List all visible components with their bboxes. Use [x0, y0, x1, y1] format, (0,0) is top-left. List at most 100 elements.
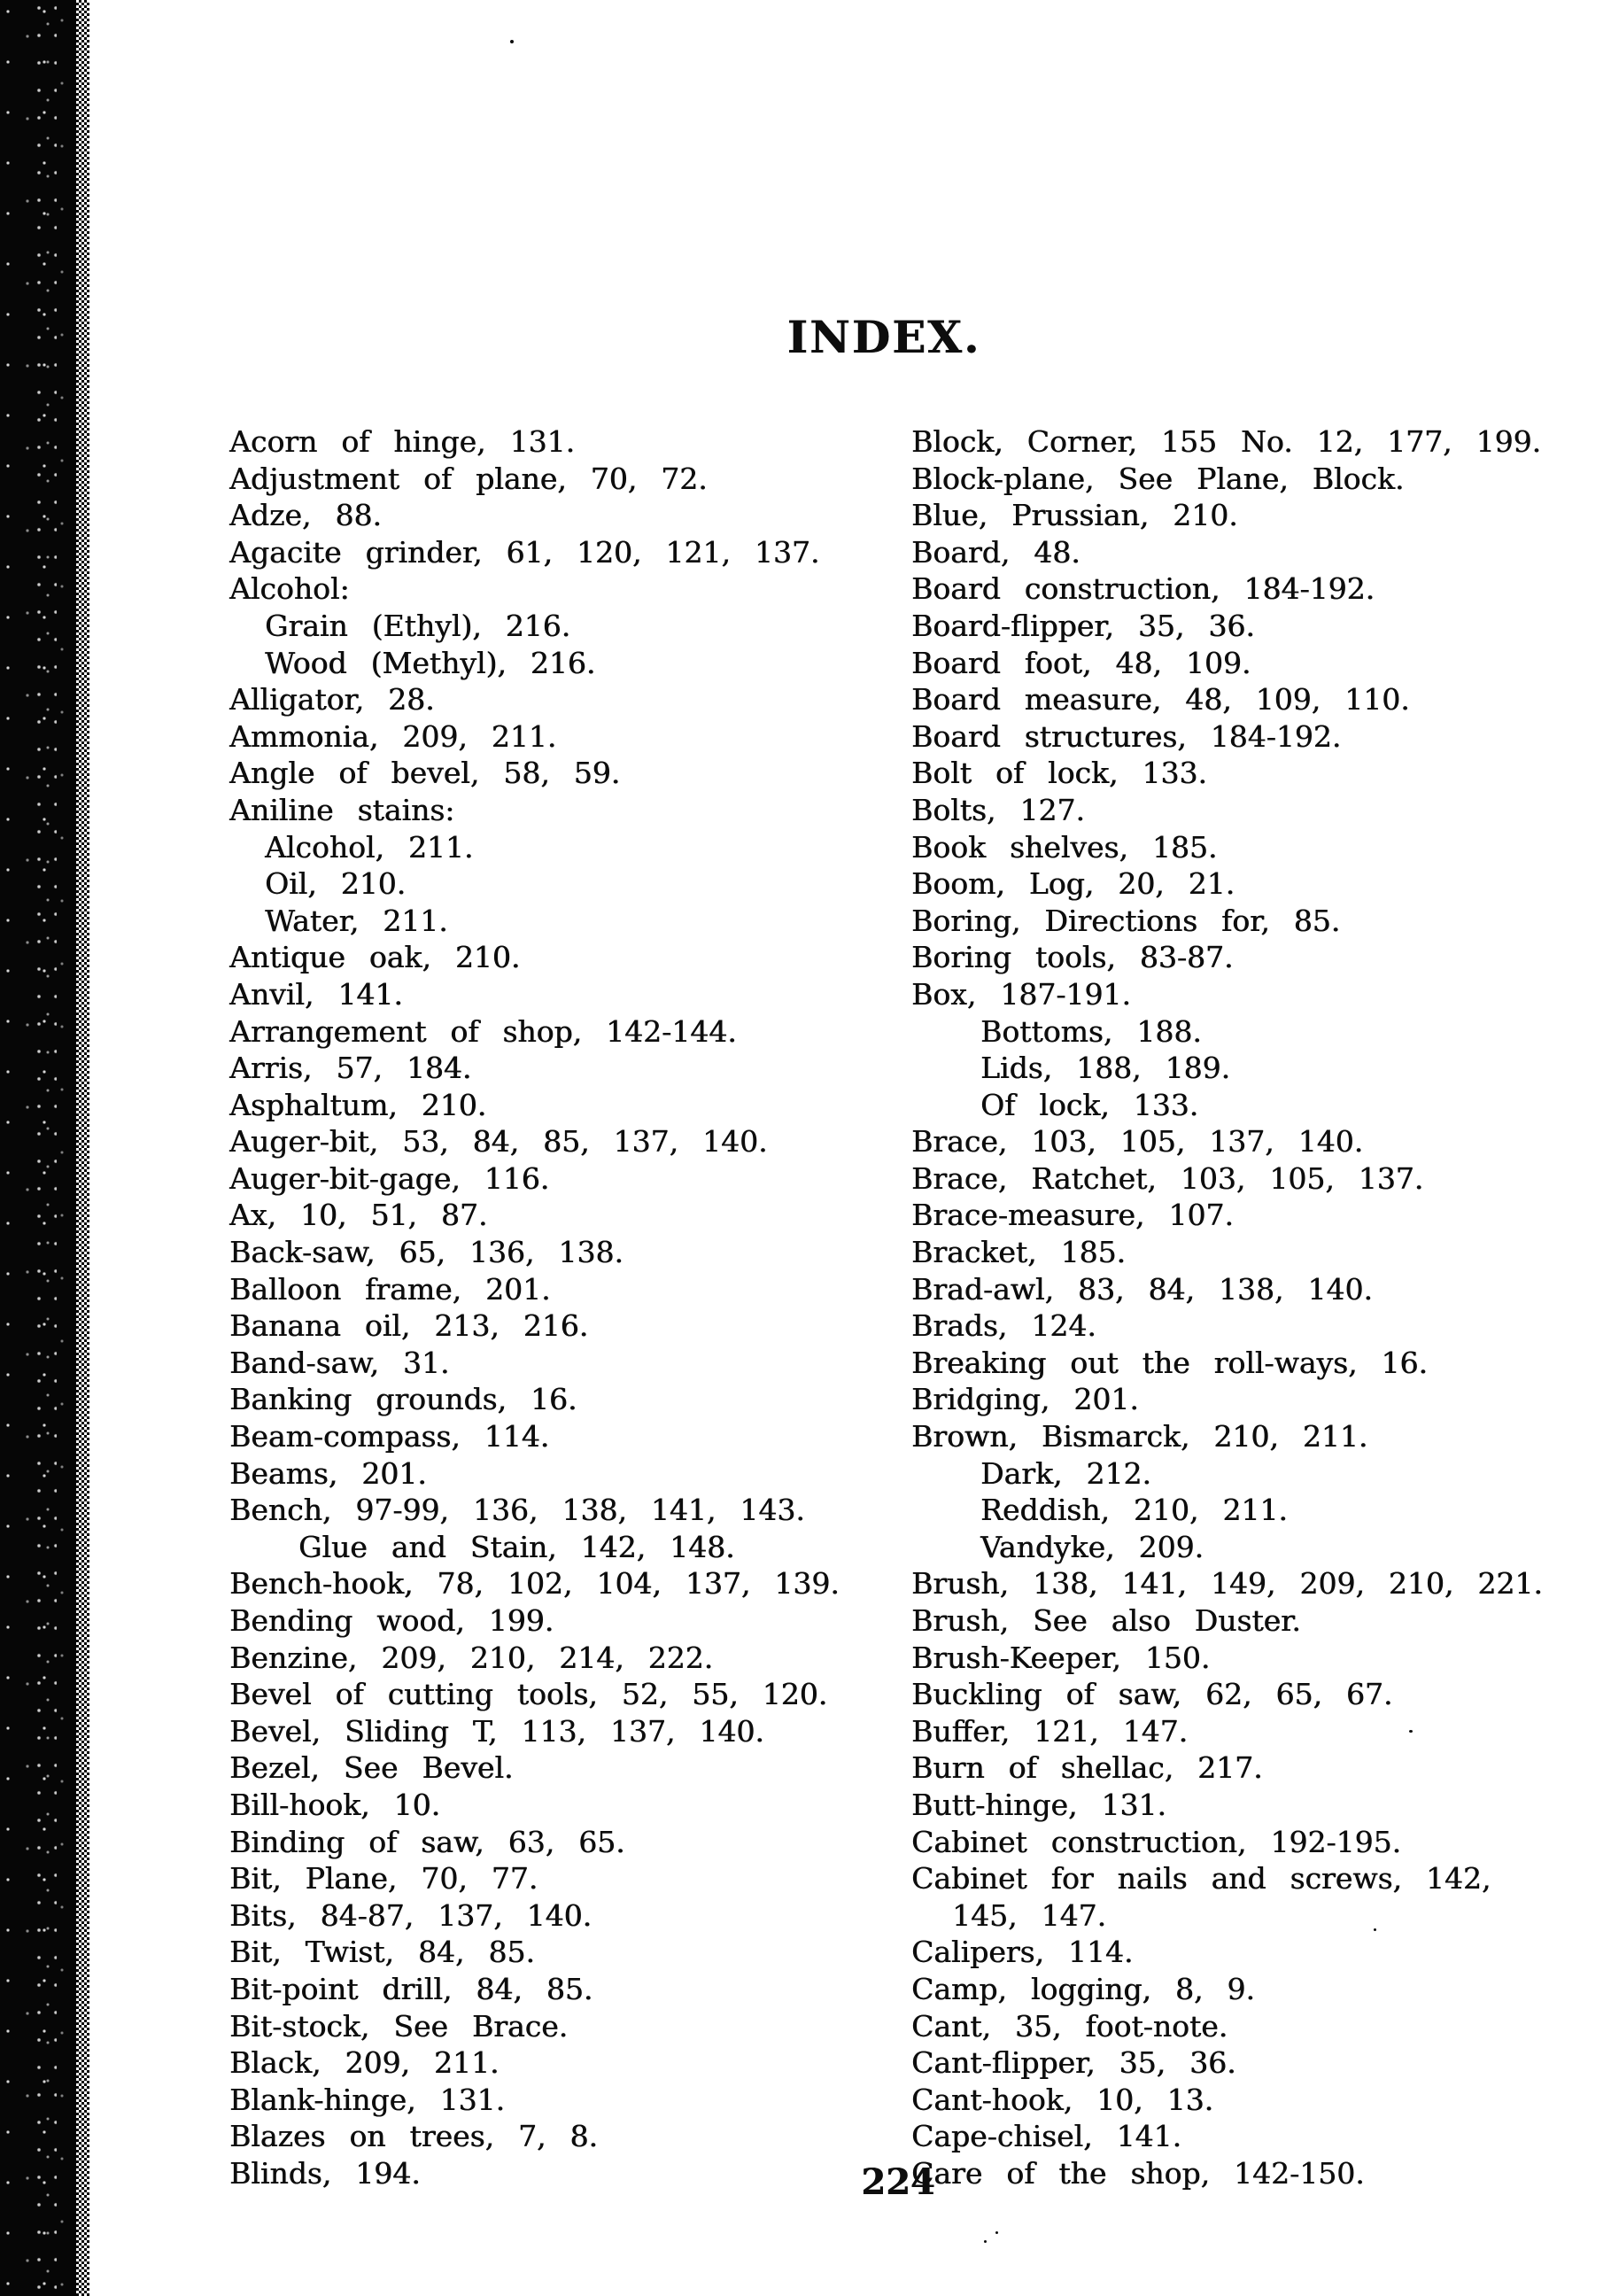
binding-dither-edge [76, 0, 89, 2296]
scan-speck [1409, 1730, 1413, 1733]
index-entry: Bracket, 185. [911, 1235, 1126, 1270]
index-entry: Alcohol, 211. [265, 829, 474, 865]
binding-speckle-streak [34, 0, 57, 2296]
index-entry: Bench-hook, 78, 102, 104, 137, 139. [229, 1566, 840, 1602]
index-entry: Adjustment of plane, 70, 72. [229, 461, 708, 496]
index-entry: Bolt of lock, 133. [911, 756, 1207, 791]
index-entry: Block, Corner, 155 No. 12, 177, 199. [911, 424, 1541, 459]
index-entry: Brace, Ratchet, 103, 105, 137. [911, 1160, 1424, 1196]
index-entry: Arris, 57, 184. [229, 1051, 472, 1086]
index-entry: Bit, Plane, 70, 77. [229, 1861, 538, 1897]
index-entry: Banking grounds, 16. [229, 1382, 577, 1417]
index-entry: Board foot, 48, 109. [911, 645, 1251, 680]
index-entry: Cant, 35, foot-note. [911, 2008, 1228, 2044]
index-entry: Alcohol: [229, 571, 350, 607]
index-entry: Calipers, 114. [911, 1935, 1134, 1970]
index-entry: Board-flipper, 35, 36. [911, 608, 1255, 643]
index-entry: Balloon frame, 201. [229, 1271, 551, 1307]
index-entry: Cape-chisel, 141. [911, 2119, 1181, 2154]
index-entry: Arrangement of shop, 142-144. [229, 1013, 737, 1049]
index-entry: Blue, Prussian, 210. [911, 498, 1238, 533]
index-entry: Camp, logging, 8, 9. [911, 1971, 1255, 2006]
index-entry: Brace, 103, 105, 137, 140. [911, 1124, 1364, 1160]
index-entry: Grain (Ethyl), 216. [265, 608, 571, 643]
index-entry: Water, 211. [265, 903, 448, 938]
index-entry: Ammonia, 209, 211. [229, 718, 557, 754]
index-entry: Brown, Bismarck, 210, 211. [911, 1419, 1368, 1454]
index-entry: Back-saw, 65, 136, 138. [229, 1235, 623, 1270]
index-entry: Boom, Log, 20, 21. [911, 866, 1235, 902]
scan-speck [1374, 1928, 1376, 1931]
index-entry: Auger-bit-gage, 116. [229, 1160, 550, 1196]
index-entry: Bit-point drill, 84, 85. [229, 1971, 593, 2006]
index-entry: Cabinet for nails and screws, 142, [911, 1861, 1491, 1897]
index-entry: Board construction, 184-192. [911, 571, 1375, 607]
index-entry: Aniline stains: [229, 792, 455, 827]
index-entry: Cant-hook, 10, 13. [911, 2082, 1214, 2117]
index-entry: Wood (Methyl), 216. [265, 645, 596, 680]
index-entry: Board structures, 184-192. [911, 718, 1342, 754]
index-entry: Bridging, 201. [911, 1382, 1139, 1417]
index-entry: Boring tools, 83-87. [911, 940, 1234, 975]
index-entry: 145, 147. [952, 1897, 1106, 1933]
index-entry: Bending wood, 199. [229, 1603, 554, 1638]
index-entry: Blank-hinge, 131. [229, 2082, 505, 2117]
index-column-left: Acorn of hinge, 131. Adjustment of plane,… [229, 423, 840, 2192]
index-entry: Anvil, 141. [229, 976, 403, 1012]
index-entry: Agacite grinder, 61, 120, 121, 137. [229, 534, 820, 570]
index-entry: Of lock, 133. [980, 1087, 1199, 1122]
index-entry: Angle of bevel, 58, 59. [229, 756, 621, 791]
index-entry: Brad-awl, 83, 84, 138, 140. [911, 1271, 1373, 1307]
index-entry: Vandyke, 209. [980, 1529, 1204, 1564]
scan-speck [984, 2240, 987, 2243]
index-entry: Burn of shellac, 217. [911, 1750, 1263, 1786]
index-entry: Antique oak, 210. [229, 940, 521, 975]
index-entry: Acorn of hinge, 131. [229, 424, 575, 459]
index-entry: Blinds, 194. [229, 2155, 421, 2191]
index-entry: Bevel of cutting tools, 52, 55, 120. [229, 1677, 828, 1712]
index-entry: Boring, Directions for, 85. [911, 903, 1341, 938]
index-entry: Dark, 212. [980, 1455, 1151, 1491]
index-entry: Bezel, See Bevel. [229, 1750, 514, 1786]
index-entry: Bit-stock, See Brace. [229, 2008, 569, 2044]
index-entry: Reddish, 210, 211. [980, 1493, 1288, 1528]
index-entry: Bottoms, 188. [980, 1013, 1202, 1049]
index-entry: Bolts, 127. [911, 792, 1085, 827]
index-entry: Bevel, Sliding T, 113, 137, 140. [229, 1713, 764, 1749]
index-entry: Book shelves, 185. [911, 829, 1218, 865]
index-entry: Ax, 10, 51, 87. [229, 1198, 488, 1233]
index-entry: Auger-bit, 53, 84, 85, 137, 140. [229, 1124, 768, 1160]
index-entry: Benzine, 209, 210, 214, 222. [229, 1640, 714, 1675]
index-entry: Board measure, 48, 109, 110. [911, 682, 1410, 718]
book-binding-shadow [0, 0, 76, 2296]
index-column-right: Block, Corner, 155 No. 12, 177, 199. Bloc… [911, 423, 1543, 2192]
index-entry: Cant-flipper, 35, 36. [911, 2045, 1236, 2081]
index-entry: Bill-hook, 10. [229, 1787, 441, 1822]
index-entry: Beam-compass, 114. [229, 1419, 550, 1454]
index-entry: Bits, 84-87, 137, 140. [229, 1897, 593, 1933]
index-entry: Brush, See also Duster. [911, 1603, 1301, 1638]
index-entry: Brush-Keeper, 150. [911, 1640, 1211, 1675]
index-entry: Beams, 201. [229, 1455, 427, 1491]
index-entry: Brads, 124. [911, 1308, 1096, 1344]
index-entry: Band-saw, 31. [229, 1345, 450, 1380]
index-entry: Brace-measure, 107. [911, 1198, 1234, 1233]
index-entry: Buffer, 121, 147. [911, 1713, 1189, 1749]
index-entry: Butt-hinge, 131. [911, 1787, 1166, 1822]
index-entry: Asphaltum, 210. [229, 1087, 487, 1122]
index-entry: Box, 187-191. [911, 976, 1131, 1012]
index-entry: Bit, Twist, 84, 85. [229, 1935, 535, 1970]
index-entry: Adze, 88. [229, 498, 382, 533]
index-entry: Brush, 138, 141, 149, 209, 210, 221. [911, 1566, 1543, 1602]
index-entry: Oil, 210. [265, 866, 407, 902]
index-entry: Bench, 97-99, 136, 138, 141, 143. [229, 1493, 805, 1528]
index-entry: Buckling of saw, 62, 65, 67. [911, 1677, 1393, 1712]
index-entry: Blazes on trees, 7, 8. [229, 2119, 598, 2154]
index-entry: Board, 48. [911, 534, 1080, 570]
index-entry: Lids, 188, 189. [980, 1051, 1230, 1086]
index-entry: Breaking out the roll-ways, 16. [911, 1345, 1428, 1380]
scan-speck [510, 40, 514, 43]
index-entry: Block-plane, See Plane, Block. [911, 461, 1405, 496]
index-entry: Binding of saw, 63, 65. [229, 1824, 625, 1859]
